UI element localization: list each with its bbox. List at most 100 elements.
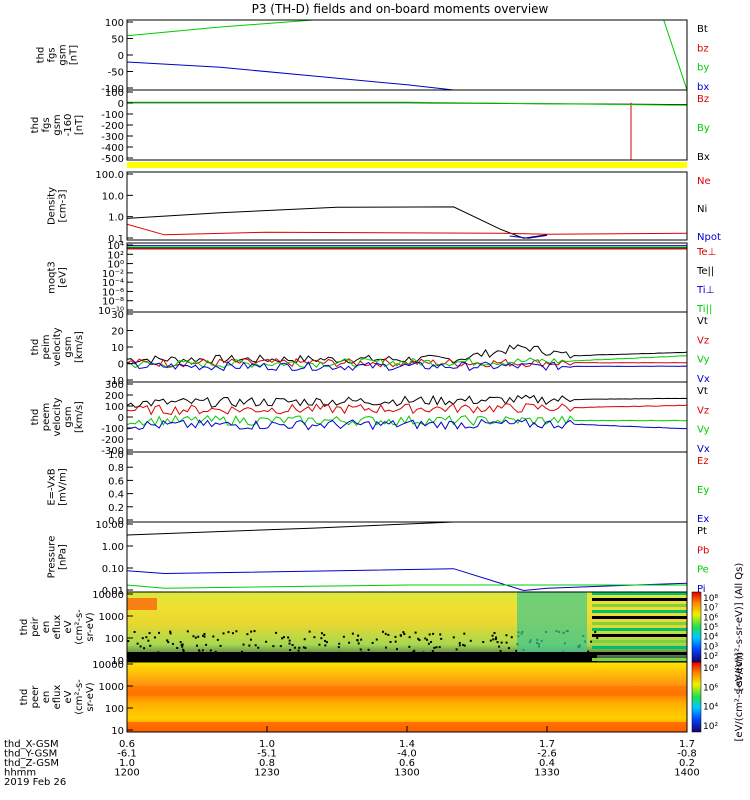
density-ytick-label: 1.0: [108, 213, 124, 224]
peem_v-legend-Vz: Vz: [697, 405, 709, 416]
peem_v-ytick-label: -200: [101, 435, 124, 446]
pressure-ytick-label: 0.10: [102, 564, 124, 575]
peir_spec-ylabel: peir: [30, 616, 41, 636]
density-ytick-label: 0.1: [108, 234, 124, 245]
density-series-Ne: [127, 223, 687, 236]
peim_v-ylabel: thd: [30, 339, 41, 356]
xaxis-row-value: -2.6: [537, 749, 557, 760]
temp-legend-Te⊥: Te⊥: [696, 247, 716, 258]
quality-flag-bar: [127, 162, 687, 168]
peer_spec-ylabel: eflux: [52, 685, 63, 710]
peir_spec-colorbar-tick: 10⁷: [703, 604, 718, 614]
fgs-legend-by: by: [697, 63, 709, 74]
peem_v-ytick-label: 0: [118, 413, 124, 424]
peer_spec-ylabel: sr-eV): [85, 682, 96, 711]
peir_spec-colorbar-tick: 10⁴: [703, 633, 718, 643]
temp-frame: [126, 242, 688, 313]
peir_spec-ytick-label: 10: [111, 656, 124, 667]
efield-ytick-label: 0.8: [108, 463, 124, 474]
peem_v-series-Vt: [127, 394, 687, 408]
peim_v-ytick-label: -10: [108, 376, 124, 387]
pressure-frame: [126, 521, 688, 593]
peem_v-ylabel: [km/s]: [74, 401, 85, 433]
pressure-legend-Pe: Pe: [697, 565, 709, 576]
fgs_dc-ylabel: thd: [30, 117, 41, 134]
fgs-ytick-label: -50: [108, 68, 124, 79]
density-ylabel: Density: [47, 187, 58, 225]
efield-frame: [126, 451, 688, 523]
peer_spec-colorbar-tick: 10⁴: [703, 703, 718, 713]
density-ytick-label: 100.0: [95, 170, 124, 181]
peer_spec-ytick-label: 10000: [92, 660, 124, 671]
peim_v-series-Vx: [127, 361, 687, 372]
xaxis-row-value: 0.6: [119, 739, 135, 750]
peir_spec-ylabel: thd: [19, 619, 30, 636]
peir_spec-ytick-label: 10000: [92, 590, 124, 601]
density-legend-Npot: Npot: [697, 232, 721, 243]
peir_spec-colorbar: [691, 591, 702, 663]
peer_spec-colorbar-label: [eV/(cm²-s-sr-eV)]: [734, 652, 745, 741]
fgs_dc-ylabel: gsm: [52, 114, 63, 135]
fgs_dc-ylabel: fgs: [41, 117, 52, 132]
peem_v-legend-Vt: Vt: [697, 386, 708, 397]
date-label: 2019 Feb 26: [4, 777, 66, 788]
peir_spec-colorbar-tick: 10³: [703, 642, 718, 652]
density-series-Npot: [509, 234, 548, 239]
xaxis-row-value: 0.4: [539, 758, 555, 769]
peir_spec-ytick-label: 100: [105, 634, 124, 645]
fgs-legend-bz: bz: [697, 43, 709, 54]
efield-ytick-label: 0.6: [108, 476, 124, 487]
panel-pressure: 10.00 1.00 0.10 0.01 Pressure [nPa] Pt Pb Pe Pi: [47, 520, 710, 597]
temp-ytick-label: 10⁰: [107, 260, 124, 271]
efield-ytick-label: 1.0: [108, 450, 124, 461]
xaxis-row-value: 0.6: [399, 758, 415, 769]
peim_v-ytick-label: 20: [111, 327, 124, 338]
peem_v-ytick-label: -100: [101, 424, 124, 435]
peer_spec-colorbar-tick: 10²: [703, 722, 718, 732]
xaxis-row-value: 1.4: [399, 739, 415, 750]
pressure-legend-Pi: Pi: [697, 584, 706, 595]
xaxis-row-value: -5.1: [257, 749, 277, 760]
peir_spec-ylabel: (cm²-s-: [74, 609, 85, 645]
peim_v-ylabel: [km/s]: [74, 331, 85, 363]
fgs-ylabel: [nT]: [69, 45, 80, 65]
peim_v-legend-Vz: Vz: [697, 335, 709, 346]
peer_spec-ytick-label: 100: [105, 704, 124, 715]
fgs_dc-ytick-label: -300: [101, 132, 124, 143]
peem_v-series-Vy: [127, 414, 687, 427]
panel-density: 100.0 10.0 1.0 0.1 Density [cm-3] Ne Ni Npot: [47, 170, 721, 245]
panel-peim_v: 30 20 10 0 -10 thd peim velocity gsm [km/s] Vt Vz Vy…: [30, 310, 710, 387]
temp-ytick-label: 10⁴: [107, 241, 124, 252]
peim_v-series-Vt: [127, 344, 687, 364]
fgs_dc-ytick-label: 100: [105, 88, 124, 99]
peer_spec-colorbar: [691, 661, 702, 733]
efield-legend-Ey: Ey: [697, 485, 709, 496]
pressure-legend-Pt: Pt: [697, 526, 707, 537]
fgs-ytick-label: 100: [105, 18, 124, 29]
peim_v-ytick-label: 0: [118, 360, 124, 371]
fgs_dc-ytick-label: -500: [101, 154, 124, 165]
xaxis-row-value: -6.1: [117, 749, 137, 760]
peem_v-ylabel: peem: [41, 403, 52, 431]
fgs-ylabel: fgs: [47, 47, 58, 62]
fgs-legend-bx: bx: [697, 82, 709, 93]
peir_spec-ylabel: eV: [63, 620, 74, 633]
xaxis-row-value: 1.7: [679, 739, 695, 750]
density-series-Ni: [127, 206, 548, 239]
peer_spec-heatmap: [127, 662, 687, 732]
efield-ytick-label: 0.0: [108, 516, 124, 527]
xaxis-row-value: 1200: [114, 768, 139, 779]
peem_v-ylabel: thd: [30, 409, 41, 426]
xaxis-row-value: 1330: [534, 768, 559, 779]
peir_spec-ytick-label: 1000: [99, 612, 124, 623]
pressure-legend-Pb: Pb: [697, 545, 709, 556]
page-title: P3 (TH-D) fields and on-board moments ov…: [252, 2, 549, 16]
peem_v-ytick-label: 100: [105, 402, 124, 413]
peim_v-ylabel: peim: [41, 334, 52, 359]
pressure-series-Pt: [127, 522, 454, 536]
xaxis-row-value: 0.8: [259, 758, 275, 769]
fgs-series-bx: [127, 61, 454, 90]
temp-ytick-label: 10⁻⁶: [102, 287, 124, 298]
xaxis-row-value: -4.0: [397, 749, 417, 760]
